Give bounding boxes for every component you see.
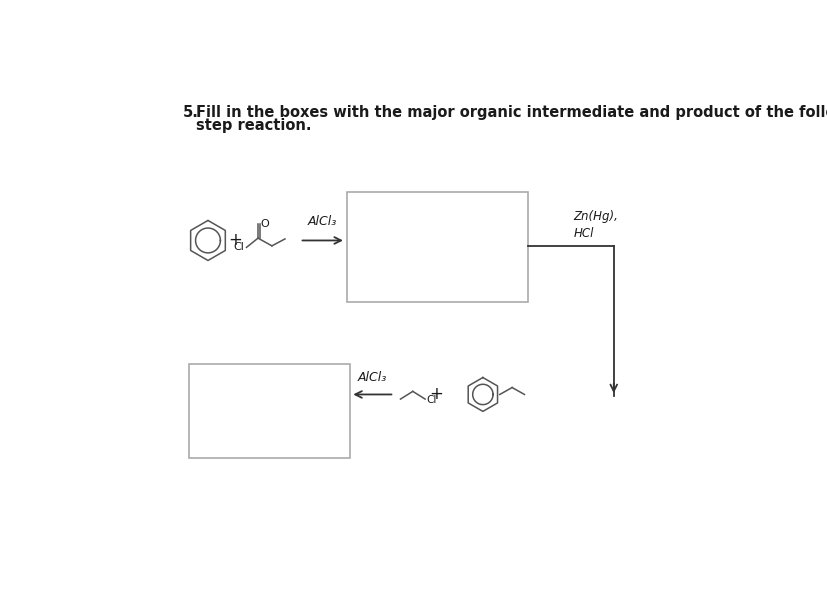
Text: step reaction.: step reaction. (196, 118, 312, 133)
Text: +: + (429, 385, 443, 404)
Text: Zn(Hg),
HCl: Zn(Hg), HCl (573, 210, 618, 240)
Text: +: + (227, 232, 241, 249)
Text: AlCl₃: AlCl₃ (308, 215, 337, 228)
Text: Fill in the boxes with the major organic intermediate and product of the followi: Fill in the boxes with the major organic… (196, 105, 827, 120)
Bar (347, 192, 527, 302)
Text: AlCl₃: AlCl₃ (357, 371, 386, 384)
Text: O: O (260, 218, 269, 229)
Bar (189, 364, 350, 457)
Text: Cl: Cl (426, 395, 437, 405)
Text: 5.: 5. (182, 105, 198, 120)
Text: Cl: Cl (233, 241, 244, 252)
